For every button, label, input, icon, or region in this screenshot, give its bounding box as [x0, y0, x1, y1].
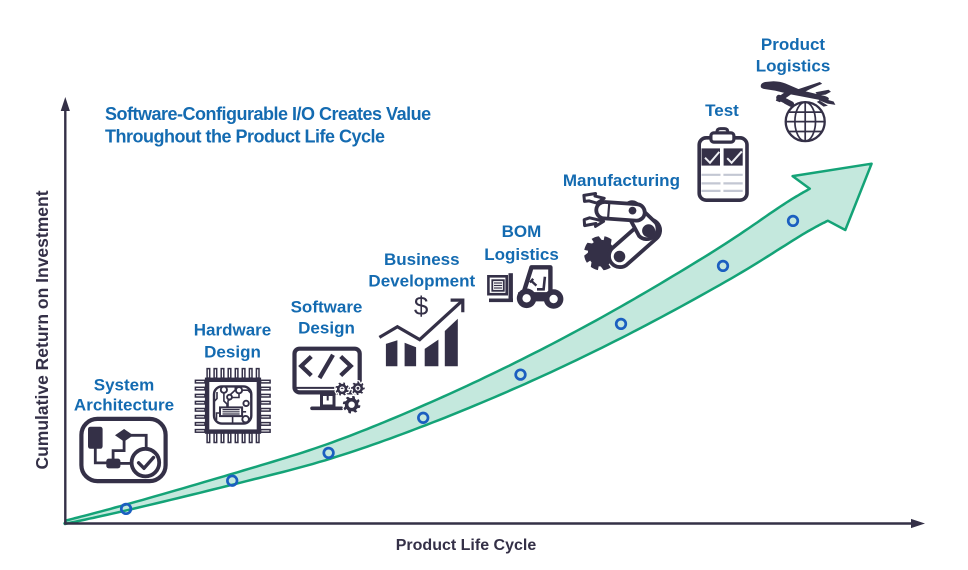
svg-text:Hardware: Hardware [194, 321, 271, 340]
svg-text:Throughout the Product Life Cy: Throughout the Product Life Cycle [105, 127, 385, 147]
svg-text:$: $ [414, 291, 429, 321]
svg-text:Product Life Cycle: Product Life Cycle [396, 537, 537, 554]
svg-text:Architecture: Architecture [74, 395, 174, 414]
svg-text:System: System [94, 375, 154, 394]
svg-text:Product: Product [761, 35, 826, 54]
svg-text:Logistics: Logistics [484, 245, 559, 264]
svg-text:Logistics: Logistics [756, 56, 831, 75]
svg-text:Software-Configurable I/O Crea: Software-Configurable I/O Creates Value [105, 104, 431, 124]
svg-text:Manufacturing: Manufacturing [563, 171, 680, 190]
svg-text:Business: Business [384, 250, 460, 269]
svg-text:Development: Development [368, 271, 475, 290]
svg-text:BOM: BOM [502, 222, 542, 241]
svg-text:Cumulative Return on Investmen: Cumulative Return on Investment [32, 190, 52, 469]
svg-text:Design: Design [204, 343, 261, 362]
svg-text:Test: Test [705, 101, 739, 120]
svg-text:Design: Design [298, 319, 355, 338]
svg-text:Software: Software [291, 297, 363, 316]
